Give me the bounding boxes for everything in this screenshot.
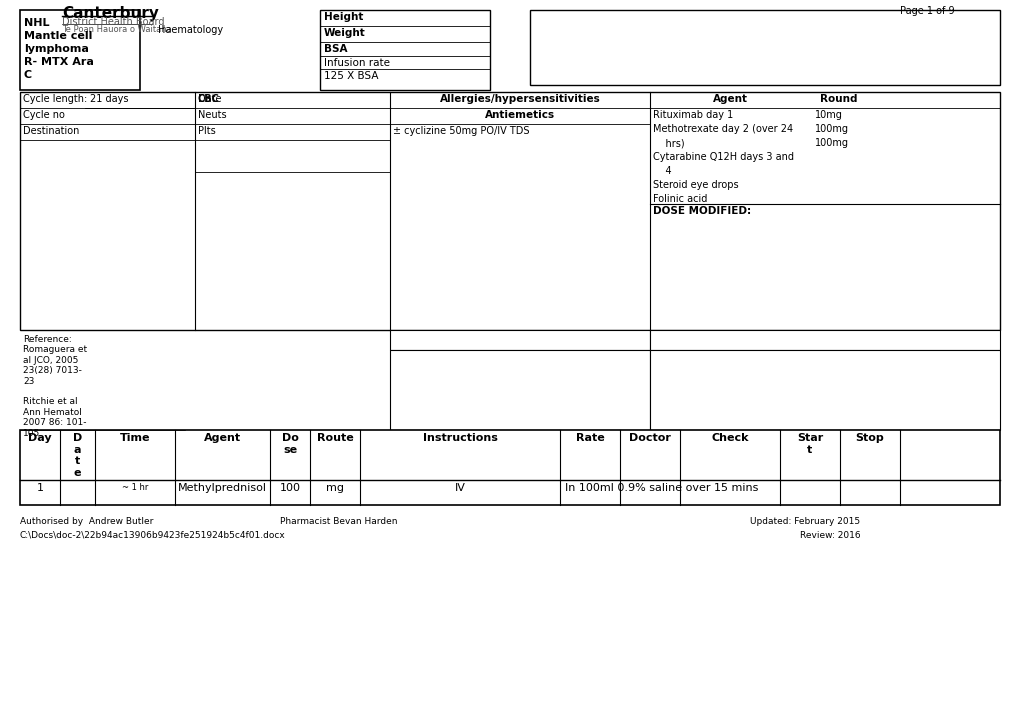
Text: 4: 4 — [652, 166, 671, 176]
Text: Weight: Weight — [324, 28, 366, 38]
Text: Steroid eye drops: Steroid eye drops — [652, 180, 738, 190]
Text: Infusion rate: Infusion rate — [324, 58, 389, 68]
Text: 100mg: 100mg — [814, 124, 848, 134]
Text: Day: Day — [29, 433, 52, 443]
Text: IV: IV — [454, 483, 465, 493]
Text: Star
t: Star t — [796, 433, 822, 454]
Text: R- MTX Ara: R- MTX Ara — [24, 57, 94, 67]
Text: BSA: BSA — [324, 44, 347, 54]
Text: Mantle cell: Mantle cell — [24, 31, 93, 41]
Text: Canterbury: Canterbury — [62, 6, 159, 21]
Bar — [649, 350, 999, 430]
Text: Cycle no: Cycle no — [23, 110, 65, 120]
Text: Cycle length:: Cycle length: — [23, 94, 88, 104]
Text: ~ 1 hr: ~ 1 hr — [121, 483, 148, 492]
Text: 21 days: 21 days — [90, 94, 128, 104]
Text: Do
se: Do se — [281, 433, 299, 454]
Text: Allergies/hypersensitivities: Allergies/hypersensitivities — [439, 94, 600, 104]
Text: Updated: February 2015: Updated: February 2015 — [749, 517, 859, 526]
Bar — [530, 10, 999, 85]
Text: Rituximab day 1: Rituximab day 1 — [652, 110, 733, 120]
Text: Agent: Agent — [204, 433, 240, 443]
Text: Rate: Rate — [575, 433, 604, 443]
Text: Height: Height — [324, 12, 363, 22]
Text: C:\Docs\doc-2\22b94ac13906b9423fe251924b5c4f01.docx: C:\Docs\doc-2\22b94ac13906b9423fe251924b… — [20, 531, 285, 540]
Bar — [20, 430, 999, 505]
Bar — [20, 10, 140, 90]
Text: Methylprednisol: Methylprednisol — [178, 483, 267, 493]
Text: Folinic acid: Folinic acid — [652, 194, 707, 204]
Text: ± cyclizine 50mg PO/IV TDS: ± cyclizine 50mg PO/IV TDS — [392, 126, 529, 136]
Text: C: C — [24, 70, 32, 80]
Text: lymphoma: lymphoma — [24, 44, 89, 54]
Text: Page 1 of 9: Page 1 of 9 — [899, 6, 954, 16]
Text: Agent: Agent — [712, 94, 747, 104]
Text: Neuts: Neuts — [198, 110, 226, 120]
Bar — [389, 350, 649, 430]
Text: Cytarabine Q12H days 3 and: Cytarabine Q12H days 3 and — [652, 152, 793, 162]
Text: Stop: Stop — [855, 433, 883, 443]
Text: Plts: Plts — [198, 126, 216, 136]
Text: Antiemetics: Antiemetics — [484, 110, 554, 120]
Text: Review: 2016: Review: 2016 — [799, 531, 860, 540]
Text: Time: Time — [119, 433, 150, 443]
Text: 125 X BSA: 125 X BSA — [324, 71, 378, 81]
Text: Methotrexate day 2 (over 24: Methotrexate day 2 (over 24 — [652, 124, 793, 134]
Text: Instructions: Instructions — [422, 433, 497, 443]
Text: In 100ml 0.9% saline over 15 mins: In 100ml 0.9% saline over 15 mins — [565, 483, 758, 493]
Text: 1: 1 — [37, 483, 44, 493]
Text: DOSE MODIFIED:: DOSE MODIFIED: — [652, 206, 750, 216]
Text: mg: mg — [326, 483, 343, 493]
Text: Te Poan Hauora o Waitaha: Te Poan Hauora o Waitaha — [62, 25, 171, 34]
Bar — [389, 330, 649, 350]
Bar — [320, 10, 489, 90]
Text: 10mg: 10mg — [814, 110, 842, 120]
Text: Haematology: Haematology — [158, 25, 223, 35]
Text: Date: Date — [198, 94, 221, 104]
Text: Doctor: Doctor — [629, 433, 671, 443]
Text: CBC: CBC — [198, 94, 220, 104]
Text: Reference:
Romaguera et
al JCO, 2005
23(28) 7013-
23

Ritchie et al
Ann Hematol
: Reference: Romaguera et al JCO, 2005 23(… — [23, 335, 87, 438]
Text: 100mg: 100mg — [814, 138, 848, 148]
Text: Authorised by  Andrew Butler: Authorised by Andrew Butler — [20, 517, 153, 526]
Text: Route: Route — [316, 433, 353, 443]
Text: 100: 100 — [279, 483, 301, 493]
Text: hrs): hrs) — [652, 138, 684, 148]
Text: Round: Round — [819, 94, 857, 104]
Bar — [20, 92, 999, 330]
Text: D
a
t
e: D a t e — [72, 433, 83, 478]
Text: District Health Board: District Health Board — [62, 17, 164, 27]
Text: Destination: Destination — [23, 126, 79, 136]
Text: NHL: NHL — [24, 18, 50, 28]
Text: Pharmacist Bevan Harden: Pharmacist Bevan Harden — [280, 517, 397, 526]
Text: Check: Check — [710, 433, 748, 443]
Bar — [649, 330, 999, 350]
